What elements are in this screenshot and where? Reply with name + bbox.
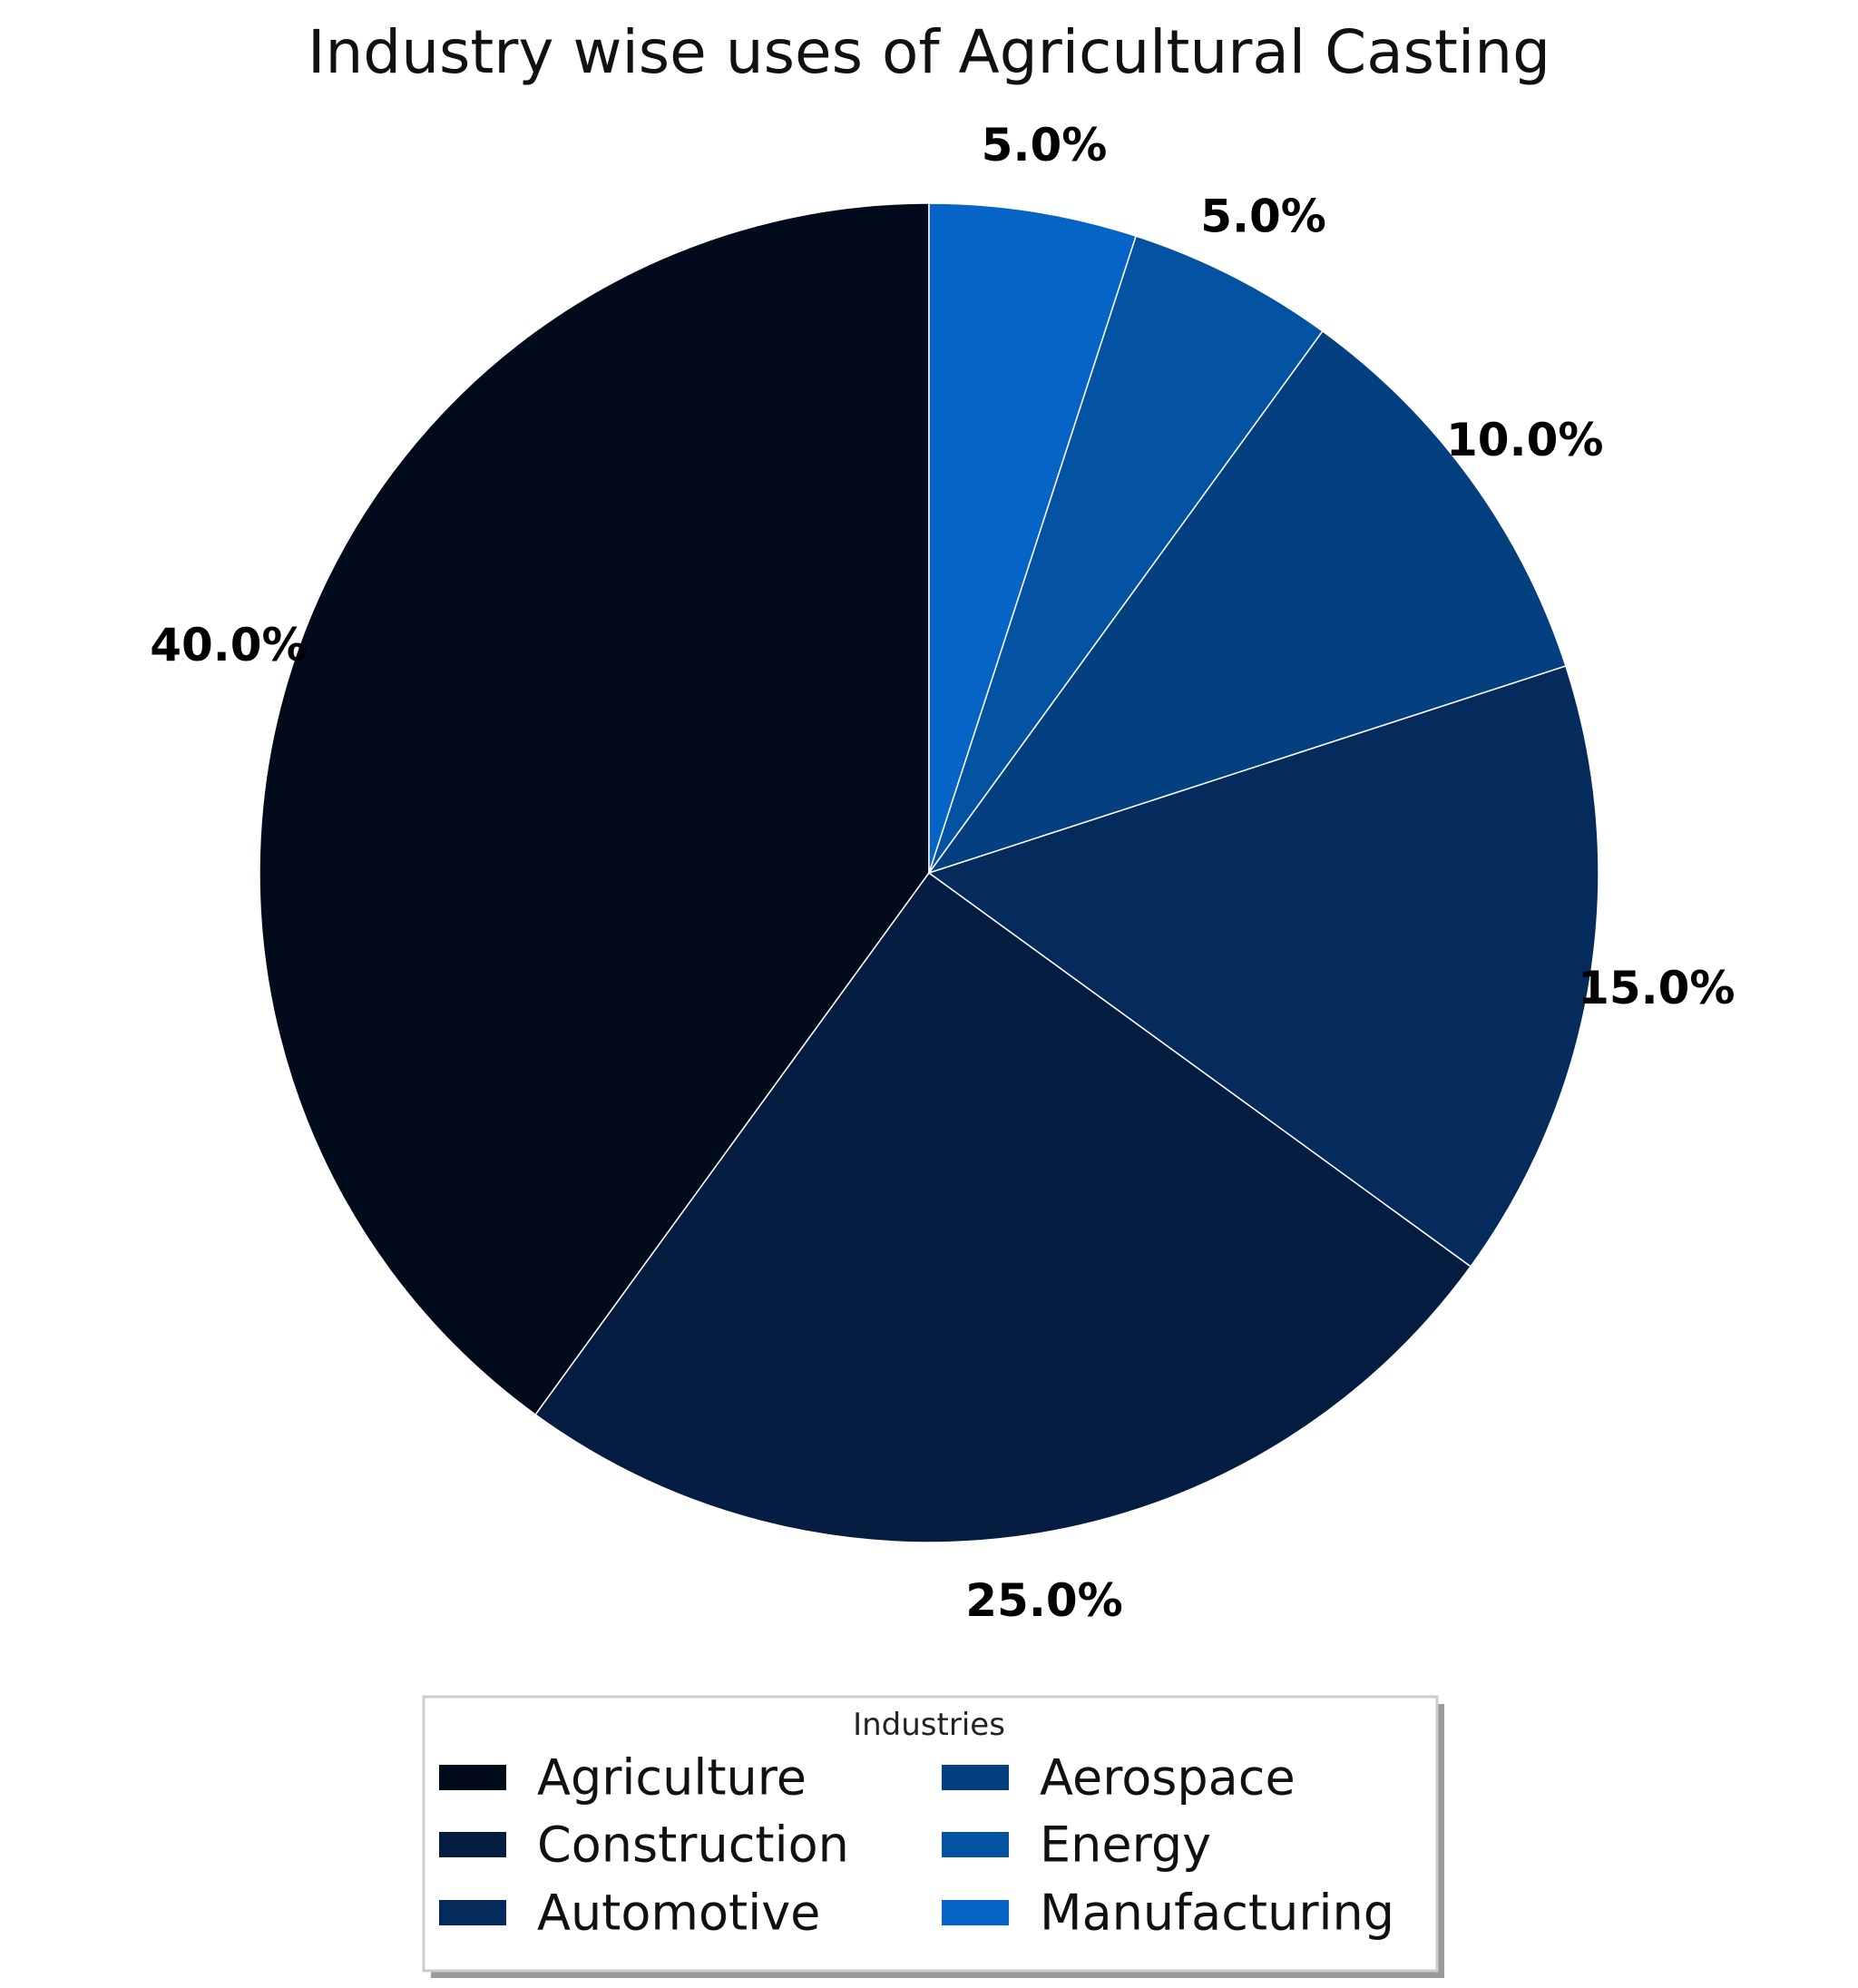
legend-items: Agriculture Construction Automotive Aerospa… [439,1749,1394,1942]
legend-swatch-manufacturing [942,1900,1009,1925]
pie-slice-automotive [927,664,1599,1268]
pie-label-agriculture: 40.0% [150,619,307,671]
pie-label-construction: 25.0% [965,1574,1122,1627]
legend-label-manufacturing: Manufacturing [1040,1885,1394,1942]
pie-label-manufacturing: 5.0% [982,119,1108,171]
legend-swatch-aerospace [942,1765,1009,1790]
legend: Industries Agriculture Construction Automo… [422,1695,1444,1978]
legend-label-energy: Energy [1040,1817,1211,1874]
pie-slice-construction [534,871,1472,1543]
legend-swatch-automotive [439,1900,506,1925]
pie-slices [259,202,1599,1543]
pie-slice-manufacturing [928,202,1137,874]
pie-label-automotive: 15.0% [1578,962,1735,1014]
chart-title: Industry wise uses of Agricultural Casti… [308,17,1550,87]
pie-label-energy: 5.0% [1200,191,1326,243]
legend-swatch-energy [942,1832,1009,1857]
legend-label-construction: Construction [537,1817,849,1874]
legend-swatch-agriculture [439,1765,506,1790]
legend-title: Industries [853,1707,1005,1743]
pie-slice-aerospace [927,329,1567,875]
pie-label-aerospace: 10.0% [1446,414,1603,466]
pie-slice-agriculture [259,202,930,1416]
legend-label-aerospace: Aerospace [1040,1749,1296,1807]
legend-label-agriculture: Agriculture [537,1749,807,1807]
pie-slice-energy [928,235,1324,874]
legend-swatch-construction [439,1832,506,1857]
legend-box [422,1695,1439,1973]
pie-percentage-labels: 40.0% 25.0% 15.0% 10.0% 5.0% 5.0% [150,119,1735,1627]
legend-label-automotive: Automotive [537,1885,820,1942]
